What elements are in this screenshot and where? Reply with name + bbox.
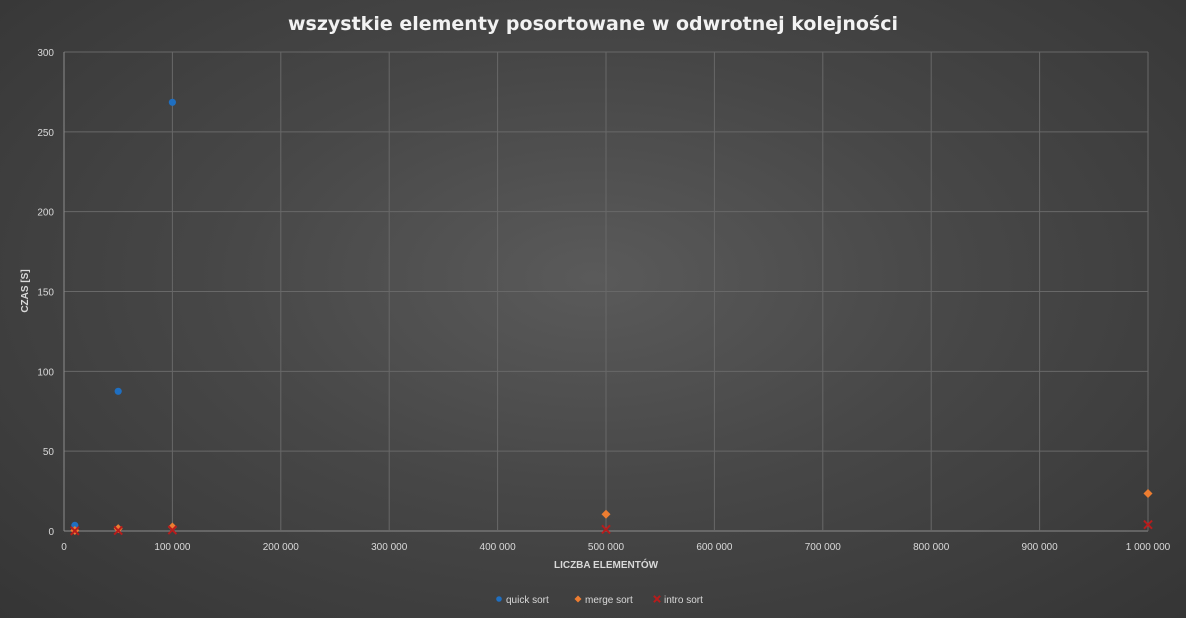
y-axis-ticks: 0 50 100 150 200 250 300 — [37, 48, 54, 538]
intro-sort-point — [70, 526, 80, 536]
x-tick-label: 200 000 — [263, 542, 300, 553]
intro-sort-point — [601, 524, 611, 535]
y-tick-label: 0 — [48, 527, 54, 538]
grid-lines — [63, 51, 1149, 532]
x-tick-label: 400 000 — [480, 542, 517, 553]
chart-title: wszystkie elementy posortowane w odwrotn… — [288, 13, 898, 35]
legend-item-quick-sort: quick sort — [496, 595, 549, 606]
quick-sort-point — [168, 98, 176, 106]
legend-marker-intro-sort — [653, 595, 661, 603]
x-tick-label: 100 000 — [154, 542, 191, 553]
legend-marker-quick-sort — [496, 596, 502, 602]
x-tick-label: 1 000 000 — [1126, 542, 1171, 553]
y-axis-title: CZAS [S] — [20, 269, 31, 312]
data-points — [70, 98, 1153, 536]
intro-sort-point — [1143, 519, 1153, 530]
x-axis-title: LICZBA ELEMENTÓW — [554, 558, 659, 571]
x-tick-label: 500 000 — [588, 542, 625, 553]
x-tick-label: 300 000 — [371, 542, 408, 553]
legend: quick sort merge sort intro sort — [496, 595, 703, 606]
intro-sort-point — [167, 525, 178, 535]
merge-sort-point — [1143, 488, 1153, 498]
merge-sort-point — [113, 524, 123, 534]
x-tick-label: 900 000 — [1022, 542, 1059, 553]
intro-sort-point — [113, 525, 123, 536]
x-tick-label: 0 — [61, 542, 67, 553]
x-axis-ticks: 0 100 000 200 000 300 000 400 000 500 000 600 … — [61, 542, 1170, 553]
merge-sort-point — [601, 509, 611, 519]
merge-sort-point — [167, 522, 177, 532]
legend-label-intro-sort: intro sort — [664, 595, 703, 606]
legend-label-quick-sort: quick sort — [506, 595, 549, 606]
quick-sort-point — [71, 521, 79, 530]
x-tick-label: 700 000 — [805, 542, 842, 553]
y-tick-label: 100 — [37, 367, 54, 378]
y-tick-label: 150 — [37, 288, 54, 299]
quick-sort-point — [114, 387, 122, 395]
y-tick-label: 50 — [43, 447, 55, 458]
y-tick-label: 250 — [37, 128, 54, 139]
legend-item-merge-sort: merge sort — [574, 595, 633, 606]
y-tick-label: 300 — [37, 48, 54, 59]
legend-marker-merge-sort — [574, 595, 582, 603]
x-tick-label: 800 000 — [913, 542, 950, 553]
x-tick-label: 600 000 — [696, 542, 733, 553]
y-tick-label: 200 — [37, 208, 54, 219]
legend-label-merge-sort: merge sort — [585, 595, 633, 606]
legend-item-intro-sort: intro sort — [653, 595, 703, 606]
